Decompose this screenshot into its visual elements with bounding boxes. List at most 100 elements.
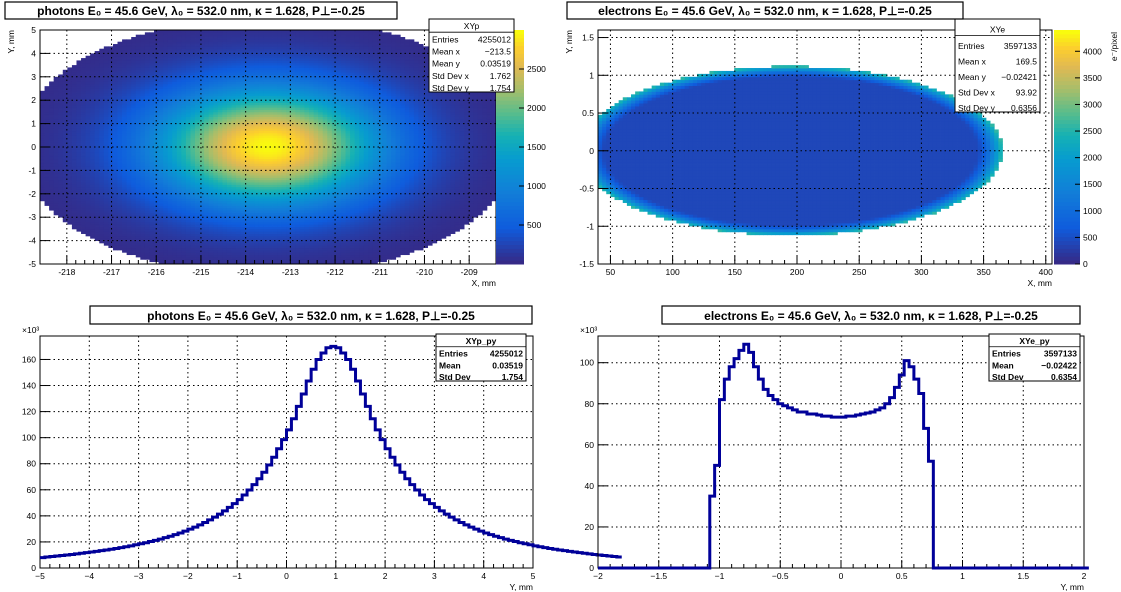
heatmap-cell — [286, 231, 292, 234]
heatmap-cell — [226, 193, 232, 197]
heatmap-cell — [122, 123, 128, 127]
heatmap-cell — [272, 93, 278, 96]
heatmap-cell — [204, 165, 210, 169]
heatmap-cell — [231, 32, 237, 36]
heatmap-cell — [126, 144, 132, 148]
heatmap-cell — [213, 175, 219, 178]
heatmap-cell — [144, 161, 150, 164]
heatmap-cell — [167, 135, 173, 139]
heatmap-cell — [103, 196, 109, 199]
heatmap-cell — [240, 168, 246, 171]
heatmap-cell — [222, 37, 228, 40]
heatmap-cell — [108, 137, 114, 141]
heatmap-cell — [249, 79, 255, 82]
heatmap-cell — [181, 226, 187, 230]
heatmap-cell — [94, 154, 100, 157]
heatmap-cell — [254, 172, 260, 176]
heatmap-cell — [163, 158, 169, 162]
heatmap-cell — [272, 231, 278, 234]
heatmap-cell — [181, 90, 187, 94]
heatmap-cell — [163, 135, 169, 139]
heatmap-cell — [126, 48, 132, 52]
heatmap-cell — [199, 90, 205, 94]
heatmap-cell — [254, 254, 260, 258]
heatmap-cell — [254, 79, 260, 82]
heatmap-cell — [181, 125, 187, 129]
heatmap-cell — [222, 175, 228, 178]
heatmap-cell — [226, 88, 232, 92]
heatmap-cell — [81, 224, 86, 227]
heatmap-cell — [140, 100, 146, 103]
heatmap-cell — [199, 144, 205, 148]
heatmap-cell — [81, 86, 86, 89]
heatmap-cell — [185, 235, 191, 239]
heatmap-cell — [62, 130, 68, 134]
heatmap-cell — [190, 111, 196, 115]
heatmap-cell — [199, 111, 205, 115]
heatmap-cell — [126, 41, 132, 45]
heatmap-cell — [181, 252, 187, 256]
heatmap-cell — [117, 149, 123, 153]
heatmap-cell — [286, 165, 292, 169]
heatmap-cell — [154, 219, 159, 223]
heatmap-cell — [263, 142, 269, 146]
heatmap-cell — [190, 51, 196, 54]
heatmap-cell — [140, 247, 146, 251]
heatmap-cell — [144, 95, 150, 99]
heatmap-cell — [90, 144, 96, 148]
heatmap-cell — [213, 109, 219, 113]
heatmap-cell — [254, 132, 260, 136]
heatmap-cell — [99, 231, 105, 234]
heatmap-cell — [272, 196, 278, 199]
heatmap-cell — [213, 107, 219, 110]
heatmap-cell — [49, 116, 55, 120]
heatmap-cell — [135, 102, 141, 106]
heatmap-cell — [263, 165, 269, 169]
heatmap-cell — [281, 252, 287, 256]
heatmap-cell — [154, 81, 159, 85]
heatmap-cell — [272, 217, 278, 220]
heatmap-cell — [158, 109, 164, 113]
heatmap-cell — [53, 79, 59, 82]
heatmap-cell — [167, 130, 173, 134]
heatmap-cell — [144, 198, 150, 202]
heatmap-cell — [290, 158, 296, 162]
heatmap-cell — [117, 191, 123, 195]
heatmap-cell — [217, 79, 223, 82]
heatmap-cell — [213, 203, 219, 206]
heatmap-cell — [254, 193, 260, 197]
heatmap-cell — [254, 210, 260, 213]
heatmap-cell — [158, 74, 164, 78]
heatmap-cell — [158, 256, 164, 260]
heatmap-cell — [140, 107, 146, 110]
heatmap-cell — [185, 118, 191, 122]
heatmap-cell — [158, 228, 164, 232]
heatmap-cell — [217, 212, 223, 216]
heatmap-cell — [204, 74, 210, 78]
heatmap-cell — [217, 34, 223, 38]
heatmap-cell — [158, 259, 164, 263]
heatmap-cell — [195, 207, 200, 211]
heatmap-cell — [112, 125, 118, 129]
heatmap-cell — [245, 137, 251, 141]
heatmap-cell — [195, 69, 200, 73]
heatmap-cell — [185, 242, 191, 246]
heatmap-cell — [190, 123, 196, 127]
heatmap-cell — [281, 128, 287, 132]
heatmap-cell — [108, 147, 114, 150]
heatmap-cell — [154, 156, 159, 160]
heatmap-cell — [277, 44, 283, 47]
heatmap-cell — [131, 67, 137, 71]
heatmap-cell — [149, 184, 155, 188]
heatmap-cell — [268, 118, 273, 122]
heatmap-cell — [144, 86, 150, 89]
heatmap-cell — [76, 137, 82, 141]
heatmap-cell — [249, 210, 255, 213]
heatmap-cell — [99, 48, 105, 52]
heatmap-cell — [176, 245, 182, 249]
heatmap-cell — [195, 139, 200, 143]
heatmap-cell — [112, 147, 118, 150]
heatmap-cell — [176, 58, 182, 61]
heatmap-cell — [190, 128, 196, 132]
heatmap-cell — [272, 53, 278, 57]
